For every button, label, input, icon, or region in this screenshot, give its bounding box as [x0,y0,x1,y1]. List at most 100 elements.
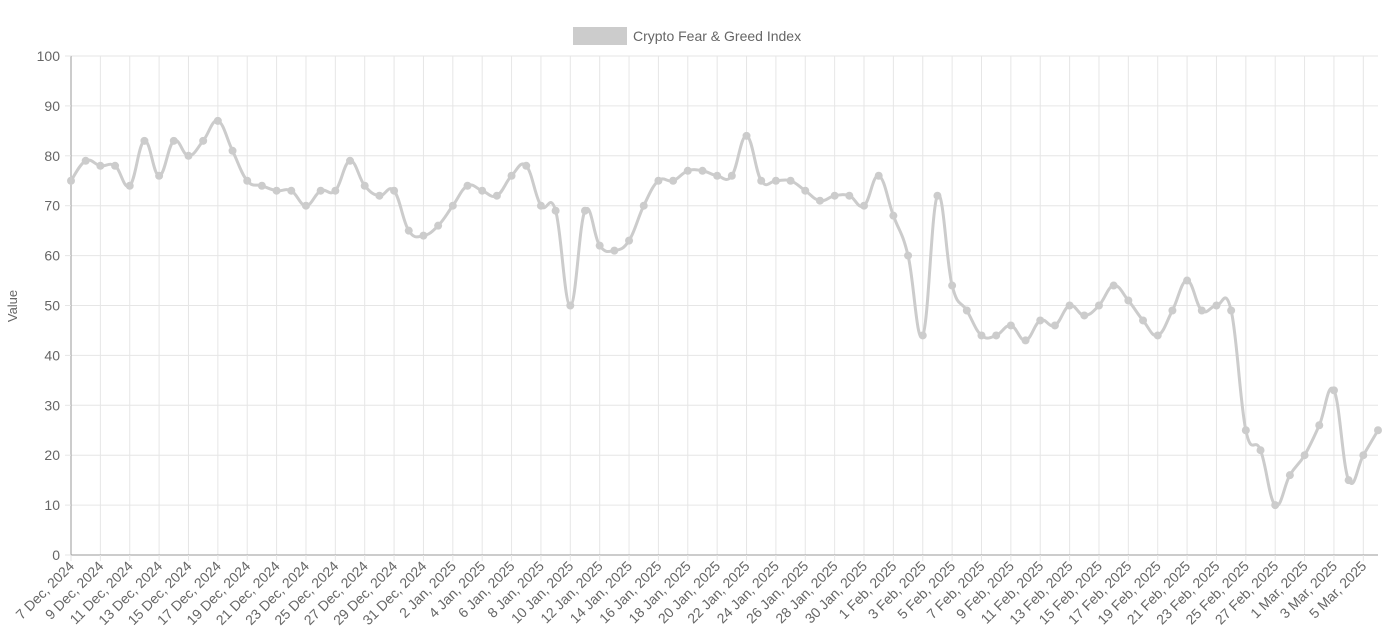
data-point[interactable] [360,181,369,190]
data-point[interactable] [478,186,487,195]
data-point[interactable] [801,186,810,195]
y-axis-ticks: 0 10 20 30 40 50 60 70 80 90 100 [37,48,71,563]
data-point[interactable] [889,211,898,220]
data-point[interactable] [683,166,692,175]
data-point[interactable] [507,171,516,180]
data-point[interactable] [713,171,722,180]
data-point[interactable] [595,241,604,250]
data-point[interactable] [1036,316,1045,325]
data-point[interactable] [155,171,164,180]
legend-swatch [573,27,627,45]
data-point[interactable] [96,161,105,170]
data-point[interactable] [1271,501,1280,510]
data-point[interactable] [1168,306,1177,315]
data-point[interactable] [771,176,780,185]
data-point[interactable] [536,201,545,210]
data-point[interactable] [815,196,824,205]
data-point[interactable] [1139,316,1148,325]
data-point[interactable] [845,191,854,200]
data-point[interactable] [434,221,443,230]
data-point[interactable] [111,161,120,170]
data-point[interactable] [1050,321,1059,330]
data-point[interactable] [1374,426,1382,435]
data-point[interactable] [1094,301,1103,310]
data-point[interactable] [977,331,986,340]
data-point[interactable] [1300,451,1309,460]
data-point[interactable] [669,176,678,185]
data-point[interactable] [1212,301,1221,310]
data-point[interactable] [1285,471,1294,480]
y-tick-label: 70 [44,198,60,214]
y-axis-title: Value [5,290,20,322]
data-point[interactable] [698,166,707,175]
data-point[interactable] [169,136,178,145]
data-point[interactable] [140,136,149,145]
data-point[interactable] [904,251,913,260]
data-point[interactable] [1315,421,1324,430]
data-point[interactable] [757,176,766,185]
data-point[interactable] [1021,336,1030,345]
data-point[interactable] [67,176,75,185]
data-point[interactable] [654,176,663,185]
data-points [67,116,1382,510]
data-point[interactable] [860,201,869,210]
data-point[interactable] [522,161,531,170]
data-point[interactable] [625,236,634,245]
data-point[interactable] [786,176,795,185]
data-point[interactable] [1227,306,1236,315]
data-point[interactable] [419,231,428,240]
data-point[interactable] [1109,281,1118,290]
data-point[interactable] [933,191,942,200]
data-point[interactable] [918,331,927,340]
data-point[interactable] [228,146,237,155]
data-point[interactable] [243,176,252,185]
y-tick-label: 60 [44,248,60,264]
data-point[interactable] [81,156,90,165]
data-point[interactable] [727,171,736,180]
data-point[interactable] [874,171,883,180]
data-point[interactable] [390,186,399,195]
data-point[interactable] [404,226,413,235]
data-point[interactable] [962,306,971,315]
data-point[interactable] [992,331,1001,340]
data-point[interactable] [1080,311,1089,320]
data-point[interactable] [948,281,957,290]
data-point[interactable] [316,186,325,195]
data-point[interactable] [1153,331,1162,340]
data-point[interactable] [287,186,296,195]
data-point[interactable] [1006,321,1015,330]
data-point[interactable] [566,301,575,310]
legend[interactable]: Crypto Fear & Greed Index [573,27,801,45]
data-point[interactable] [830,191,839,200]
data-point[interactable] [375,191,384,200]
data-point[interactable] [1359,451,1368,460]
data-point[interactable] [1256,446,1265,455]
data-point[interactable] [1344,476,1353,485]
data-point[interactable] [125,181,134,190]
data-point[interactable] [492,191,501,200]
data-point[interactable] [184,151,193,160]
data-point[interactable] [610,246,619,255]
data-point[interactable] [346,156,355,165]
data-point[interactable] [551,206,560,215]
data-point[interactable] [463,181,472,190]
data-point[interactable] [1241,426,1250,435]
data-point[interactable] [580,206,589,215]
data-point[interactable] [1183,276,1192,285]
data-point[interactable] [199,136,208,145]
data-point[interactable] [639,201,648,210]
data-point[interactable] [331,186,340,195]
series-line [69,119,1380,508]
data-point[interactable] [448,201,457,210]
data-point[interactable] [301,201,310,210]
data-point[interactable] [1197,306,1206,315]
data-point[interactable] [1065,301,1074,310]
data-point[interactable] [742,131,751,140]
y-tick-label: 100 [37,48,61,64]
data-point[interactable] [272,186,281,195]
data-point[interactable] [1124,296,1133,305]
data-point[interactable] [213,116,222,125]
data-point[interactable] [1329,386,1338,395]
data-point[interactable] [257,181,266,190]
